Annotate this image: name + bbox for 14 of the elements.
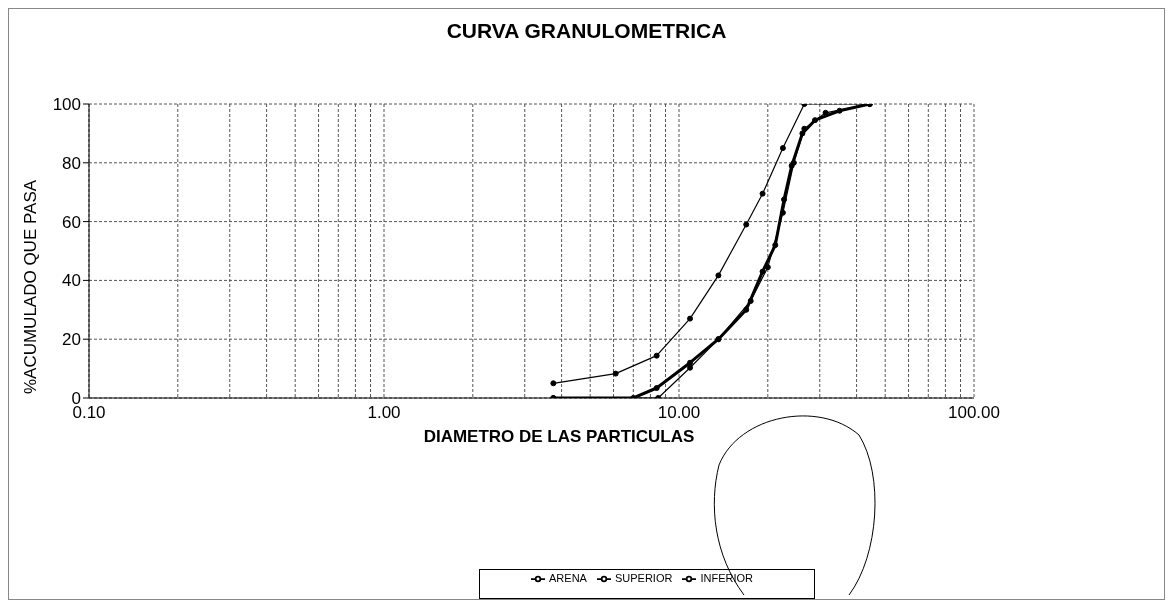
y-tick-label: 80 (62, 153, 81, 173)
x-axis-title: DIAMETRO DE LAS PARTICULAS (422, 427, 696, 447)
chart-title: CURVA GRANULOMETRICA (445, 19, 728, 43)
y-tick-label: 100 (52, 95, 81, 115)
y-tick-label: 20 (62, 330, 81, 350)
legend-label: INFERIOR (700, 572, 753, 584)
x-tick-label: 1.00 (367, 403, 401, 423)
legend-label: ARENA (549, 572, 587, 584)
x-tick-label: 10.00 (657, 403, 701, 423)
y-tick-label: 40 (62, 271, 81, 291)
legend-label: SUPERIOR (614, 572, 673, 584)
y-tick-label: 60 (62, 212, 81, 232)
y-axis-title: %ACUMULADO QUE PASA (21, 179, 41, 395)
x-tick-label: 100.00 (948, 403, 1000, 423)
